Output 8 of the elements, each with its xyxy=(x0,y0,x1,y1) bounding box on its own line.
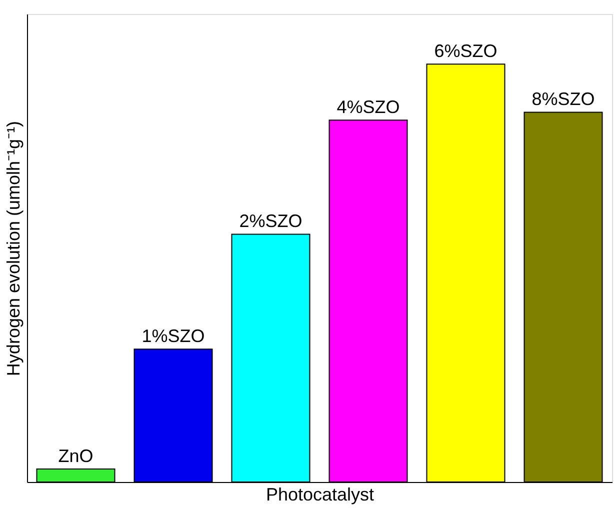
x-axis-title: Photocatalyst xyxy=(266,484,374,504)
x-tick-label: 1%SZO xyxy=(142,326,205,346)
x-tick-label: 2%SZO xyxy=(239,211,302,232)
x-tick-label: 8%SZO xyxy=(532,89,595,110)
x-tick-label: 4%SZO xyxy=(336,97,400,118)
y-axis-title: Hydrogen evolution (umolh⁻¹g⁻¹) xyxy=(4,120,24,376)
x-tick-label: ZnO xyxy=(58,446,94,466)
x-tick-label: 6%SZO xyxy=(434,41,498,62)
